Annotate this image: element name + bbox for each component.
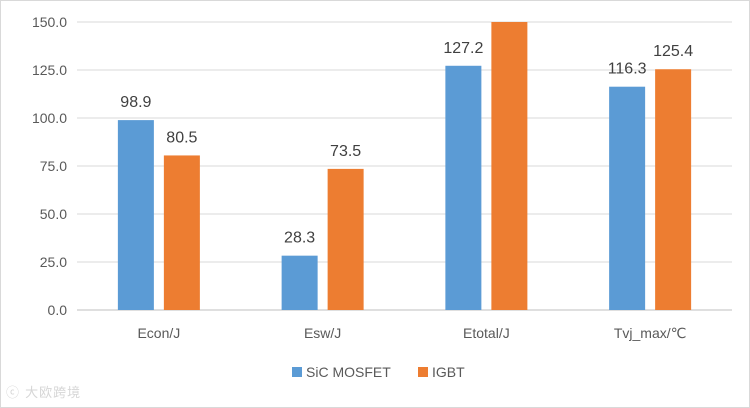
y-tick-label: 100.0 xyxy=(32,110,67,126)
data-label: 80.5 xyxy=(166,129,197,146)
y-tick-label: 125.0 xyxy=(32,62,67,78)
x-tick-label: Tvj_max/℃ xyxy=(614,325,687,341)
y-tick-label: 150.0 xyxy=(32,14,67,30)
bar-sic-mosfet xyxy=(117,120,154,310)
y-tick-label: 0.0 xyxy=(48,302,68,318)
bar-sic-mosfet xyxy=(445,65,482,310)
data-label: 127.2 xyxy=(443,40,483,57)
watermark: ⓒ 大欧跨境 xyxy=(6,386,82,401)
bar-igbt xyxy=(655,69,692,311)
bar-igbt xyxy=(327,168,364,310)
x-tick-label: Econ/J xyxy=(137,325,180,341)
bar-igbt xyxy=(163,155,200,310)
y-tick-label: 50.0 xyxy=(40,206,67,222)
legend-swatch xyxy=(292,367,302,377)
data-label: 28.3 xyxy=(284,230,315,247)
x-tick-label: Etotal/J xyxy=(463,325,510,341)
legend-label: SiC MOSFET xyxy=(306,364,391,380)
data-label: 125.4 xyxy=(653,43,693,60)
bar-sic-mosfet xyxy=(609,86,646,310)
data-label: 98.9 xyxy=(120,94,151,111)
bar-sic-mosfet xyxy=(281,255,318,310)
legend-swatch xyxy=(418,367,428,377)
data-label: 73.5 xyxy=(330,143,361,160)
x-tick-label: Esw/J xyxy=(304,325,341,341)
bar-igbt xyxy=(491,22,528,310)
y-tick-label: 75.0 xyxy=(40,158,67,174)
legend-label: IGBT xyxy=(432,364,465,380)
data-label: 116.3 xyxy=(608,61,647,78)
y-tick-label: 25.0 xyxy=(40,254,67,270)
